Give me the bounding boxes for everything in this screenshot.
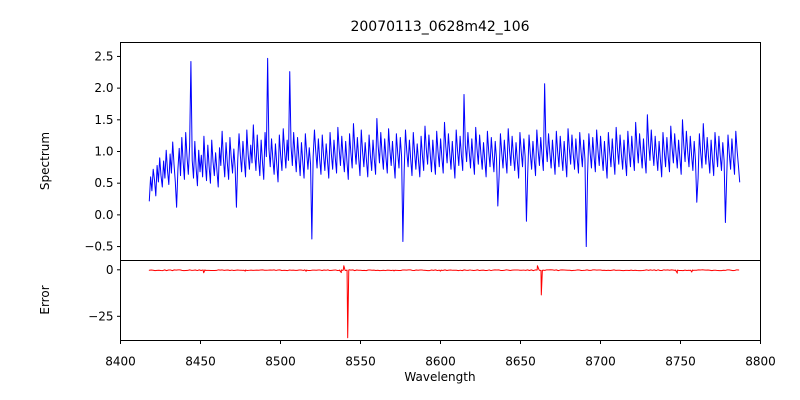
error-axis-label: Error [38,285,52,314]
spectrum-figure: 20070113_0628m42_106 Spectrum Error Wave… [0,0,800,400]
spectrum-axis-label: Spectrum [38,132,52,190]
error-y-ticklabel: −25 [88,309,113,323]
error-plot-frame [121,261,761,341]
wavelength-ticklabel: 8800 [745,354,776,368]
spectrum-y-ticks: −0.5 0.0 0.5 1.0 1.5 2.0 2.5 [84,49,120,253]
wavelength-ticklabel: 8450 [185,354,216,368]
spectrum-y-ticklabel: 0.5 [94,176,113,190]
spectrum-y-ticklabel: 1.0 [94,145,113,159]
spectrum-series-line [149,58,739,246]
spectrum-panel: −0.5 0.0 0.5 1.0 1.5 2.0 2.5 [84,43,760,261]
plot-canvas: 20070113_0628m42_106 Spectrum Error Wave… [0,0,800,400]
spectrum-y-ticklabel: −0.5 [84,240,113,254]
wavelength-x-ticks: 8400 8450 8500 8550 8600 8650 8700 8750 8800 [105,341,776,369]
wavelength-ticklabel: 8650 [505,354,536,368]
error-y-ticklabel: 0 [106,263,114,277]
wavelength-ticklabel: 8500 [265,354,296,368]
spectrum-y-ticklabel: 1.5 [94,113,113,127]
spectrum-y-ticklabel: 2.5 [94,49,113,63]
error-y-ticks: 0 −25 [88,263,120,324]
wavelength-ticklabel: 8600 [425,354,456,368]
wavelength-ticklabel: 8700 [585,354,616,368]
wavelength-axis-label: Wavelength [404,370,475,384]
page-title: 20070113_0628m42_106 [350,19,529,35]
spectrum-y-ticklabel: 0.0 [94,208,113,222]
wavelength-ticklabel: 8400 [105,354,136,368]
error-panel: 0 −25 8400 8450 8500 8550 8600 8650 8700 8750 880… [88,261,776,369]
error-series-line [149,266,738,338]
wavelength-ticklabel: 8750 [665,354,696,368]
wavelength-ticklabel: 8550 [345,354,376,368]
spectrum-y-ticklabel: 2.0 [94,81,113,95]
